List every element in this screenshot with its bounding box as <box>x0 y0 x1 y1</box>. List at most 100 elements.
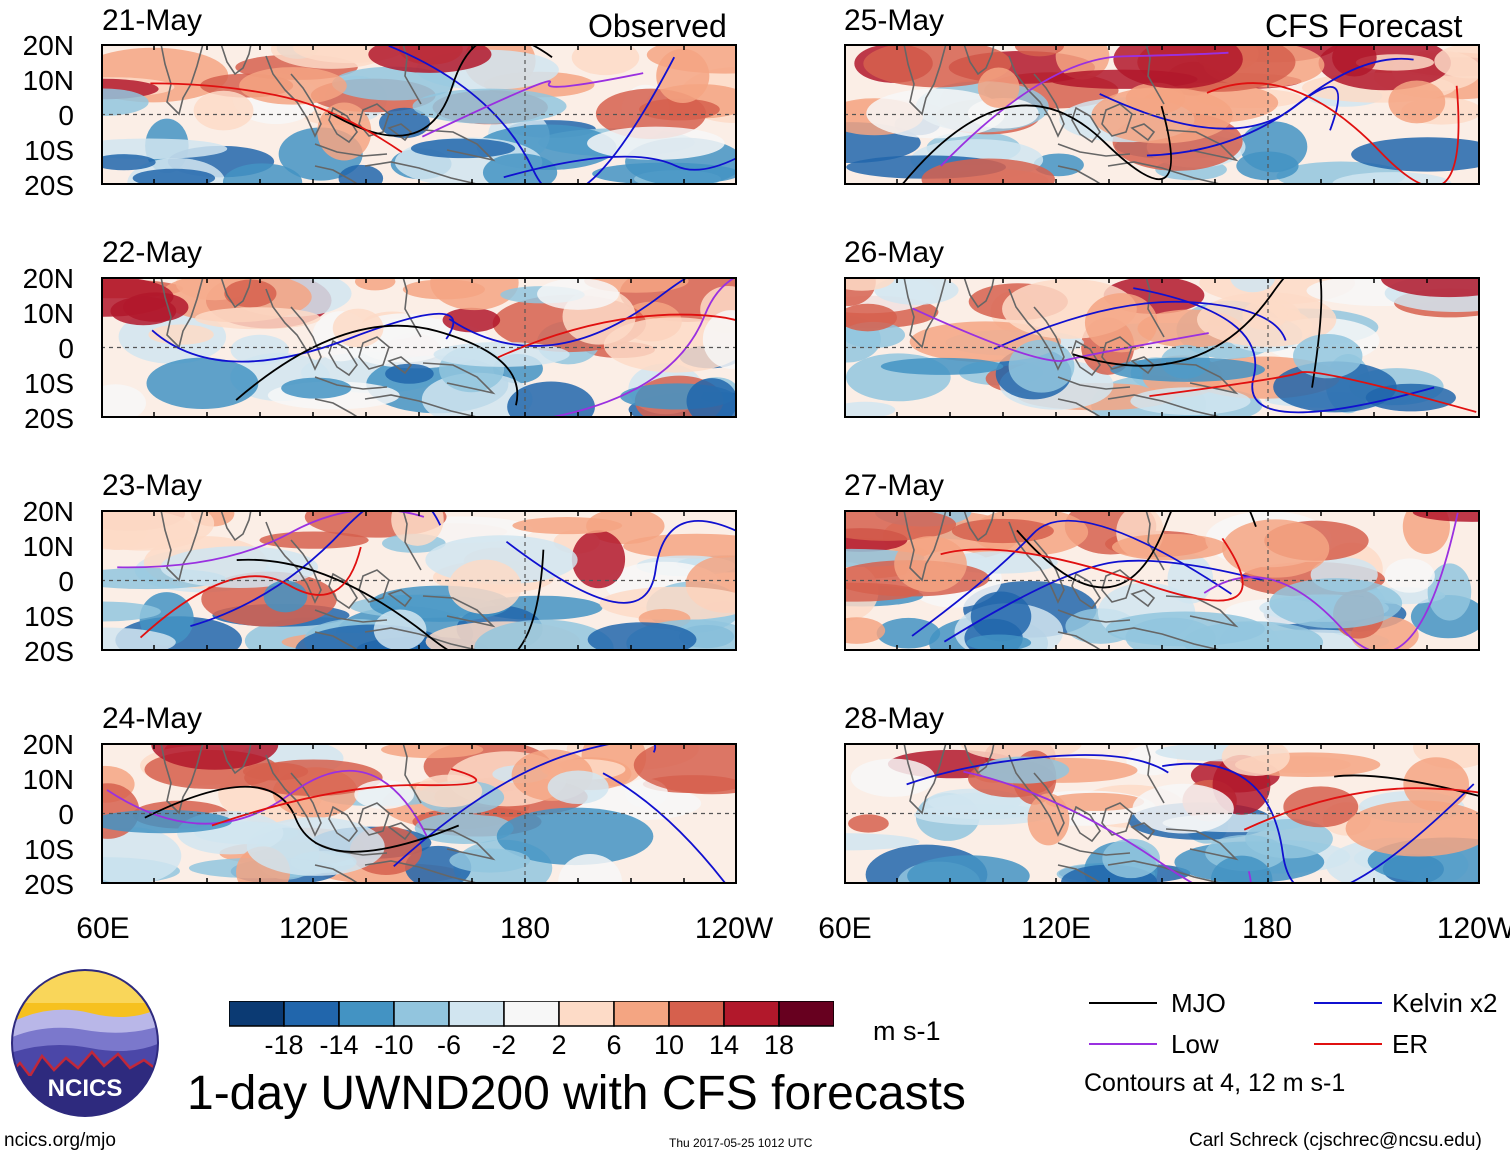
anomaly-shade <box>101 384 146 418</box>
coastline <box>1130 123 1156 142</box>
contour-line <box>940 51 1229 167</box>
contour-line <box>901 104 1172 185</box>
anomaly-shade <box>332 66 456 101</box>
coastline <box>1107 394 1225 418</box>
anomaly-shade <box>1345 800 1480 857</box>
coastline <box>387 589 413 608</box>
legend-line-low <box>1089 1043 1157 1045</box>
anomaly-shade <box>702 310 737 369</box>
panel-date: 27-May <box>844 469 945 502</box>
coastline <box>1057 864 1103 884</box>
panel-date: 25-May <box>844 4 945 37</box>
anomaly-shade <box>1412 510 1480 522</box>
footer-url[interactable]: ncics.org/mjo <box>4 1130 116 1151</box>
coastline <box>314 631 360 651</box>
anomaly-shade <box>259 531 369 549</box>
wind-map <box>101 277 737 418</box>
contour-line <box>1206 82 1460 185</box>
anomaly-shade <box>587 126 725 160</box>
anomaly-shade <box>448 559 522 615</box>
anomaly-shade <box>512 517 623 535</box>
anomaly-shade <box>474 619 614 651</box>
contour-line <box>117 510 425 569</box>
contour-line <box>943 559 1265 643</box>
coastline <box>1165 129 1239 162</box>
contour-line <box>1149 371 1477 413</box>
coastline <box>364 860 482 884</box>
anomaly-shade <box>281 377 352 399</box>
anomaly-shade <box>1332 44 1377 77</box>
anomaly-shade <box>507 381 595 418</box>
anomaly-shade <box>978 756 1070 784</box>
anomaly-shade <box>914 804 1052 826</box>
colorbar-swatch <box>229 1001 285 1027</box>
anomaly-shade <box>1242 299 1288 331</box>
anomaly-shade <box>101 154 156 171</box>
contour-line <box>940 537 1244 602</box>
x-label-60e-right: 60E <box>818 912 872 945</box>
coastline <box>1145 277 1165 338</box>
anomaly-shade <box>1084 293 1158 353</box>
coastline <box>1107 161 1225 185</box>
colorbar-tick-label: -10 <box>374 1030 414 1060</box>
anomaly-shade <box>402 279 485 300</box>
coastline <box>1145 44 1165 105</box>
coastline <box>314 609 388 623</box>
coastline <box>903 277 947 349</box>
anomaly-shade <box>844 277 895 291</box>
anomaly-shade <box>193 90 254 131</box>
y-axis-label: 0 <box>58 100 74 131</box>
y-axis-label: 0 <box>58 566 74 597</box>
y-axis-label: 10S <box>24 368 74 399</box>
anomaly-shade <box>1111 533 1228 561</box>
anomaly-shade <box>537 278 619 310</box>
anomaly-shade <box>1110 357 1265 382</box>
contour-line <box>327 44 553 137</box>
coastline <box>422 362 496 395</box>
anomaly-shade <box>332 308 384 348</box>
anomaly-shade <box>101 88 149 116</box>
wind-map <box>101 44 737 185</box>
coastline <box>265 55 322 138</box>
coastline <box>1130 589 1156 608</box>
anomaly-shade <box>160 546 319 589</box>
anomaly-shade <box>101 827 182 884</box>
coastline <box>160 277 204 349</box>
anomaly-shade <box>239 67 347 105</box>
anomaly-shade <box>970 591 1032 642</box>
anomaly-shade <box>844 510 957 541</box>
anomaly-shade <box>1269 578 1403 629</box>
y-axis-label: 10N <box>22 298 74 329</box>
contour-line <box>211 768 477 827</box>
coastline <box>314 376 388 390</box>
colorbar-swatch <box>283 1001 340 1027</box>
anomaly-shade <box>686 378 737 418</box>
contour-line <box>1162 762 1475 884</box>
anomaly-shade <box>1240 121 1308 173</box>
coastline <box>963 743 995 775</box>
anomaly-shade <box>263 580 308 613</box>
coastline <box>160 743 204 815</box>
contour-line <box>393 743 657 867</box>
colorbar-tick-label: -18 <box>264 1030 304 1060</box>
contour-line <box>150 82 403 153</box>
anomaly-shade <box>1427 563 1472 621</box>
panel-date: 23-May <box>102 469 203 502</box>
y-axis-label: 10N <box>22 764 74 795</box>
anomaly-shade <box>110 296 177 326</box>
anomaly-shade <box>1434 44 1480 79</box>
coastline <box>220 743 252 775</box>
anomaly-shade <box>1102 838 1160 879</box>
contour-line <box>602 772 728 884</box>
colorbar-swatch <box>338 1001 395 1027</box>
contour-line <box>236 549 545 651</box>
coastline <box>1057 165 1103 185</box>
contour-line <box>421 72 644 138</box>
anomaly-shade <box>414 812 514 844</box>
contour-line <box>1146 57 1414 157</box>
legend-label-low: Low <box>1171 1029 1219 1059</box>
anomaly-shade <box>876 617 941 649</box>
coastline <box>314 864 360 884</box>
logo-text: NCICS <box>48 1075 123 1102</box>
contour-line <box>144 785 460 853</box>
